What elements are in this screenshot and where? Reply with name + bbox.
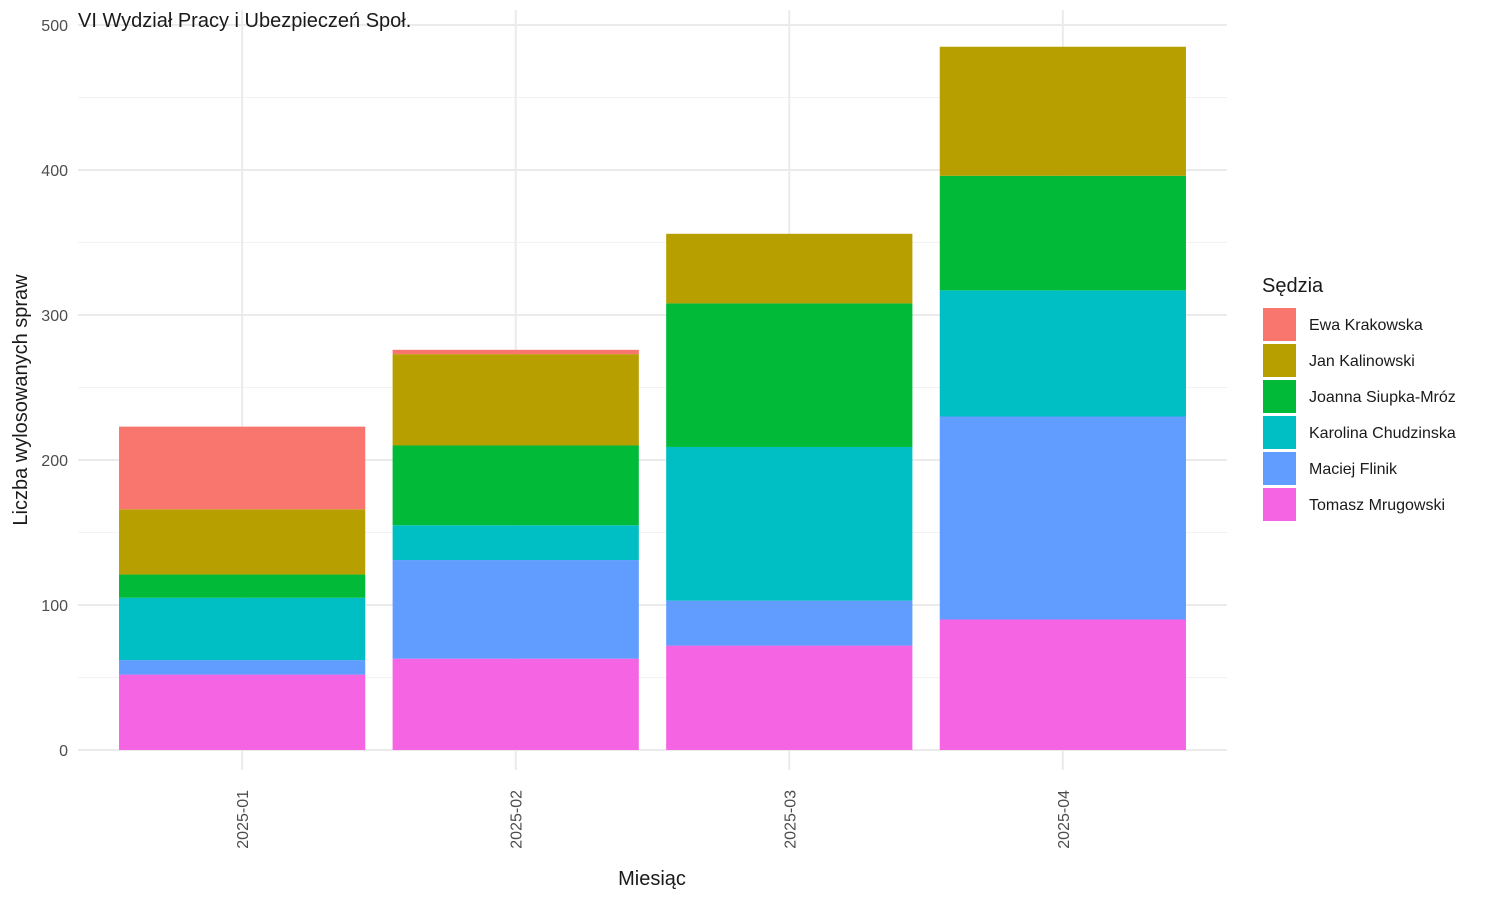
legend-title: Sędzia <box>1262 275 1324 297</box>
bar-segment <box>666 600 913 646</box>
y-tick-label: 300 <box>41 308 68 325</box>
legend-label: Maciej Flinik <box>1309 461 1398 478</box>
chart-title: VI Wydział Pracy i Ubezpieczeń Społ. <box>78 10 411 32</box>
bar-segment <box>666 303 913 447</box>
x-axis-title: Miesiąc <box>618 868 686 890</box>
legend-key <box>1263 488 1296 521</box>
x-axis-ticks: 2025-01 2025-02 2025-03 2025-04 <box>235 790 1073 849</box>
bar-segment <box>119 597 366 661</box>
legend-label: Karolina Chudzinska <box>1309 425 1456 442</box>
y-tick-label: 500 <box>41 18 68 35</box>
bar-segment <box>392 354 639 446</box>
x-tick-label: 2025-03 <box>782 790 799 849</box>
x-tick-label: 2025-01 <box>235 790 252 849</box>
y-axis-title: Liczba wylosowanych spraw <box>10 274 32 526</box>
bar-segment <box>119 674 366 750</box>
legend-key <box>1263 380 1296 413</box>
legend-label: Ewa Krakowska <box>1309 317 1423 334</box>
legend-key <box>1263 308 1296 341</box>
bar-segment <box>939 175 1186 291</box>
y-tick-label: 0 <box>59 743 68 760</box>
bars <box>119 46 1186 750</box>
bar-segment <box>392 560 639 659</box>
bar-segment <box>939 416 1186 620</box>
legend-key <box>1263 416 1296 449</box>
x-tick-label: 2025-02 <box>509 790 526 849</box>
legend-key <box>1263 344 1296 377</box>
x-tick-label: 2025-04 <box>1056 790 1073 849</box>
legend-label: Tomasz Mrugowski <box>1309 497 1445 514</box>
bar-segment <box>119 660 366 675</box>
legend-label: Jan Kalinowski <box>1309 353 1415 370</box>
y-tick-label: 200 <box>41 453 68 470</box>
legend-key <box>1263 452 1296 485</box>
y-tick-label: 100 <box>41 598 68 615</box>
bar-segment <box>119 509 366 575</box>
bar-segment <box>666 233 913 304</box>
legend-label: Joanna Siupka-Mróz <box>1309 389 1456 406</box>
y-axis-ticks: 0 100 200 300 400 500 <box>41 18 68 760</box>
bar-segment <box>392 349 639 355</box>
legend: Sędzia Ewa Krakowska Jan Kalinowski Joanna… <box>1262 275 1456 521</box>
bar-segment <box>939 290 1186 417</box>
bar-segment <box>392 658 639 750</box>
bar-segment <box>939 46 1186 176</box>
bar-segment <box>119 574 366 598</box>
bar-segment <box>666 446 913 601</box>
bar-segment <box>119 426 366 510</box>
y-tick-label: 400 <box>41 163 68 180</box>
bar-segment <box>939 619 1186 750</box>
bar-segment <box>392 445 639 526</box>
bar-segment <box>392 525 639 561</box>
bar-segment <box>666 645 913 750</box>
